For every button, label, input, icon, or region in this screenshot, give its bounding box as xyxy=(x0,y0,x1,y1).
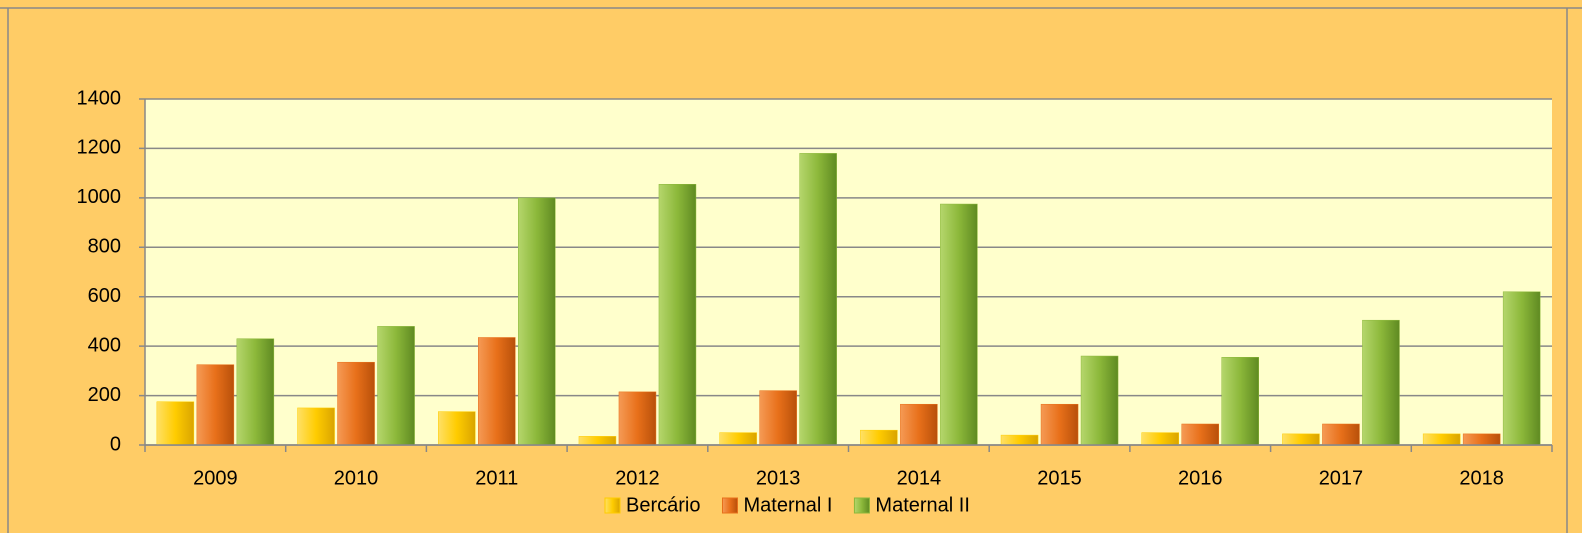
x-tick-label: 2018 xyxy=(1459,467,1504,489)
bar xyxy=(860,429,898,446)
bar xyxy=(438,411,476,446)
bar xyxy=(1080,355,1119,446)
bar xyxy=(518,197,556,446)
y-tick-label: 1400 xyxy=(77,87,122,109)
legend-label: Maternal II xyxy=(875,494,969,516)
y-tick-label: 800 xyxy=(88,236,121,258)
bar xyxy=(940,203,978,446)
x-tick-label: 2017 xyxy=(1319,467,1364,489)
bar xyxy=(1221,357,1259,446)
bar xyxy=(1462,433,1501,446)
bar xyxy=(618,391,657,446)
bar xyxy=(337,361,375,446)
legend-swatch xyxy=(721,497,738,514)
x-tick-label: 2014 xyxy=(897,467,942,489)
y-tick-label: 400 xyxy=(88,334,121,356)
bar xyxy=(799,153,837,446)
legend-swatch xyxy=(853,497,870,514)
x-tick-label: 2011 xyxy=(475,467,518,489)
y-tick-label: 1200 xyxy=(77,137,122,159)
bar xyxy=(297,407,335,446)
x-tick-label: 2012 xyxy=(615,467,660,489)
bar xyxy=(900,403,938,446)
x-tick-label: 2009 xyxy=(193,467,238,489)
bar xyxy=(1000,434,1039,446)
y-tick-label: 0 xyxy=(110,433,121,455)
bar xyxy=(156,401,195,446)
bar xyxy=(1141,432,1179,446)
bar xyxy=(1282,433,1320,446)
bar xyxy=(1040,403,1079,446)
bar xyxy=(377,326,415,446)
legend-swatch xyxy=(604,497,621,514)
x-tick-label: 2010 xyxy=(334,467,379,489)
bar xyxy=(658,184,697,446)
bar xyxy=(578,436,617,446)
bar xyxy=(1181,423,1219,446)
bar xyxy=(1322,423,1360,446)
legend-label: Bercário xyxy=(626,494,700,516)
y-tick-label: 1000 xyxy=(77,186,122,208)
bar xyxy=(1422,433,1461,446)
legend-label: Maternal I xyxy=(743,494,832,516)
bar xyxy=(236,338,275,446)
y-tick-label: 200 xyxy=(88,384,121,406)
bar xyxy=(1362,319,1400,446)
bar xyxy=(719,432,757,446)
bar xyxy=(196,364,235,446)
x-tick-label: 2015 xyxy=(1037,467,1082,489)
bar xyxy=(1502,291,1541,446)
bar xyxy=(478,337,516,446)
x-tick-label: 2016 xyxy=(1178,467,1223,489)
x-tick-label: 2013 xyxy=(756,467,801,489)
y-tick-label: 600 xyxy=(88,285,121,307)
bar xyxy=(759,390,797,446)
